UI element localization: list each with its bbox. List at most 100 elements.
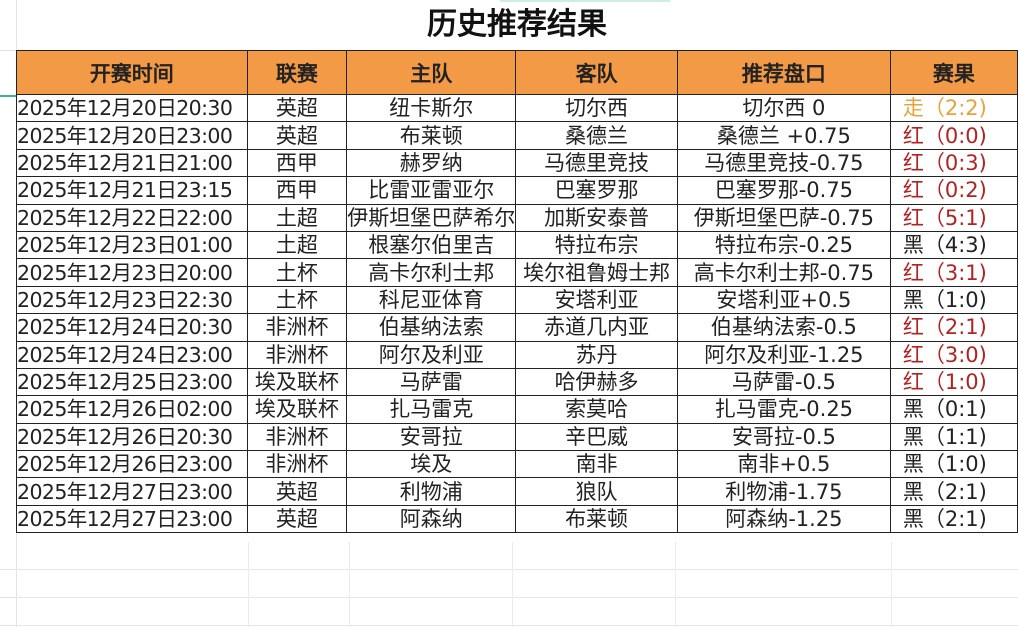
column-header-recommended-line[interactable]: 推荐盘口	[676, 50, 891, 95]
cell-result[interactable]: 红（3:0)	[889, 340, 1018, 369]
cell-kickoff-time[interactable]: 2025年12月20日23:00	[16, 121, 248, 150]
cell-recommended-line[interactable]: 马德里竞技-0.75	[676, 148, 891, 178]
sheet-title[interactable]: 历史推荐结果	[427, 7, 607, 42]
cell-home-team[interactable]: 阿尔及利亚	[346, 340, 517, 369]
cell-result[interactable]: 黑（1:0)	[889, 450, 1018, 479]
cell-away-team[interactable]: 加斯安泰普	[515, 203, 678, 232]
cell-league[interactable]: 埃及联杯	[246, 367, 348, 397]
cell-recommended-line[interactable]: 阿尔及利亚-1.25	[676, 340, 891, 369]
cell-league[interactable]: 埃及联杯	[246, 395, 348, 424]
cell-result[interactable]: 黑（0:1)	[889, 395, 1018, 424]
cell-away-team[interactable]: 埃尔祖鲁姆士邦	[515, 258, 678, 287]
cell-away-team[interactable]: 南非	[515, 450, 678, 479]
cell-home-team[interactable]: 伯基纳法索	[346, 313, 517, 342]
cell-away-team[interactable]: 索莫哈	[515, 395, 678, 424]
cell-league[interactable]: 西甲	[246, 176, 348, 205]
cell-away-team[interactable]: 布莱顿	[515, 504, 678, 534]
cell-home-team[interactable]: 伊斯坦堡巴萨希尔	[346, 203, 517, 232]
cell-away-team[interactable]: 狼队	[515, 477, 678, 506]
cell-away-team[interactable]: 安塔利亚	[515, 285, 678, 315]
cell-away-team[interactable]: 辛巴威	[515, 422, 678, 452]
cell-result[interactable]: 黑（4:3)	[889, 230, 1018, 260]
cell-home-team[interactable]: 埃及	[346, 450, 517, 479]
cell-kickoff-time[interactable]: 2025年12月26日20:30	[16, 422, 248, 452]
cell-recommended-line[interactable]: 高卡尔利士邦-0.75	[676, 258, 891, 287]
cell-away-team[interactable]: 赤道几内亚	[515, 313, 678, 342]
cell-kickoff-time[interactable]: 2025年12月24日23:00	[16, 340, 248, 369]
cell-kickoff-time[interactable]: 2025年12月26日23:00	[16, 450, 248, 479]
cell-recommended-line[interactable]: 特拉布宗-0.25	[676, 230, 891, 260]
cell-result[interactable]: 红（0:3)	[889, 148, 1018, 178]
cell-recommended-line[interactable]: 伯基纳法索-0.5	[676, 313, 891, 342]
cell-kickoff-time[interactable]: 2025年12月22日22:00	[16, 203, 248, 232]
cell-result[interactable]: 黑（1:1)	[889, 422, 1018, 452]
cell-league[interactable]: 英超	[246, 477, 348, 506]
cell-league[interactable]: 土超	[246, 230, 348, 260]
cell-league[interactable]: 非洲杯	[246, 313, 348, 342]
cell-home-team[interactable]: 科尼亚体育	[346, 285, 517, 315]
cell-home-team[interactable]: 阿森纳	[346, 504, 517, 534]
cell-result[interactable]: 红（1:0)	[889, 367, 1018, 397]
column-header-home-team[interactable]: 主队	[346, 50, 517, 95]
cell-league[interactable]: 土杯	[246, 285, 348, 315]
cell-kickoff-time[interactable]: 2025年12月27日23:00	[16, 477, 248, 506]
cell-recommended-line[interactable]: 桑德兰 +0.75	[676, 121, 891, 150]
cell-kickoff-time[interactable]: 2025年12月21日23:15	[16, 176, 248, 205]
cell-kickoff-time[interactable]: 2025年12月26日02:00	[16, 395, 248, 424]
cell-away-team[interactable]: 巴塞罗那	[515, 176, 678, 205]
cell-home-team[interactable]: 纽卡斯尔	[346, 93, 517, 123]
cell-recommended-line[interactable]: 南非+0.5	[676, 450, 891, 479]
cell-kickoff-time[interactable]: 2025年12月25日23:00	[16, 367, 248, 397]
cell-recommended-line[interactable]: 马萨雷-0.5	[676, 367, 891, 397]
cell-recommended-line[interactable]: 巴塞罗那-0.75	[676, 176, 891, 205]
cell-result[interactable]: 红（0:0)	[889, 121, 1018, 150]
cell-kickoff-time[interactable]: 2025年12月24日20:30	[16, 313, 248, 342]
cell-home-team[interactable]: 利物浦	[346, 477, 517, 506]
column-header-result[interactable]: 赛果	[889, 50, 1018, 95]
cell-kickoff-time[interactable]: 2025年12月23日22:30	[16, 285, 248, 315]
cell-away-team[interactable]: 苏丹	[515, 340, 678, 369]
cell-recommended-line[interactable]: 伊斯坦堡巴萨-0.75	[676, 203, 891, 232]
cell-home-team[interactable]: 马萨雷	[346, 367, 517, 397]
cell-home-team[interactable]: 比雷亚雷亚尔	[346, 176, 517, 205]
cell-home-team[interactable]: 安哥拉	[346, 422, 517, 452]
cell-result[interactable]: 红（5:1)	[889, 203, 1018, 232]
cell-kickoff-time[interactable]: 2025年12月21日21:00	[16, 148, 248, 178]
column-header-away-team[interactable]: 客队	[515, 50, 678, 95]
cell-recommended-line[interactable]: 安哥拉-0.5	[676, 422, 891, 452]
cell-kickoff-time[interactable]: 2025年12月23日01:00	[16, 230, 248, 260]
cell-league[interactable]: 英超	[246, 93, 348, 123]
cell-recommended-line[interactable]: 利物浦-1.75	[676, 477, 891, 506]
column-header-kickoff-time[interactable]: 开赛时间	[16, 50, 248, 95]
cell-kickoff-time[interactable]: 2025年12月27日23:00	[16, 504, 248, 534]
cell-away-team[interactable]: 特拉布宗	[515, 230, 678, 260]
cell-league[interactable]: 非洲杯	[246, 450, 348, 479]
column-header-league[interactable]: 联赛	[246, 50, 348, 95]
cell-recommended-line[interactable]: 切尔西 0	[676, 93, 891, 123]
cell-result[interactable]: 红（3:1)	[889, 258, 1018, 287]
cell-recommended-line[interactable]: 安塔利亚+0.5	[676, 285, 891, 315]
cell-league[interactable]: 西甲	[246, 148, 348, 178]
cell-result[interactable]: 黑（2:1)	[889, 504, 1018, 534]
cell-recommended-line[interactable]: 阿森纳-1.25	[676, 504, 891, 534]
cell-league[interactable]: 非洲杯	[246, 340, 348, 369]
cell-away-team[interactable]: 哈伊赫多	[515, 367, 678, 397]
cell-league[interactable]: 英超	[246, 504, 348, 534]
cell-home-team[interactable]: 高卡尔利士邦	[346, 258, 517, 287]
cell-league[interactable]: 土杯	[246, 258, 348, 287]
cell-away-team[interactable]: 桑德兰	[515, 121, 678, 150]
cell-kickoff-time[interactable]: 2025年12月23日20:00	[16, 258, 248, 287]
cell-result[interactable]: 黑（1:0)	[889, 285, 1018, 315]
cell-away-team[interactable]: 切尔西	[515, 93, 678, 123]
cell-league[interactable]: 英超	[246, 121, 348, 150]
cell-result[interactable]: 黑（2:1)	[889, 477, 1018, 506]
cell-home-team[interactable]: 赫罗纳	[346, 148, 517, 178]
cell-kickoff-time[interactable]: 2025年12月20日20:30	[16, 93, 248, 123]
cell-home-team[interactable]: 根塞尔伯里吉	[346, 230, 517, 260]
cell-home-team[interactable]: 扎马雷克	[346, 395, 517, 424]
cell-recommended-line[interactable]: 扎马雷克-0.25	[676, 395, 891, 424]
cell-league[interactable]: 非洲杯	[246, 422, 348, 452]
cell-league[interactable]: 土超	[246, 203, 348, 232]
cell-result[interactable]: 红（2:1)	[889, 313, 1018, 342]
cell-away-team[interactable]: 马德里竞技	[515, 148, 678, 178]
